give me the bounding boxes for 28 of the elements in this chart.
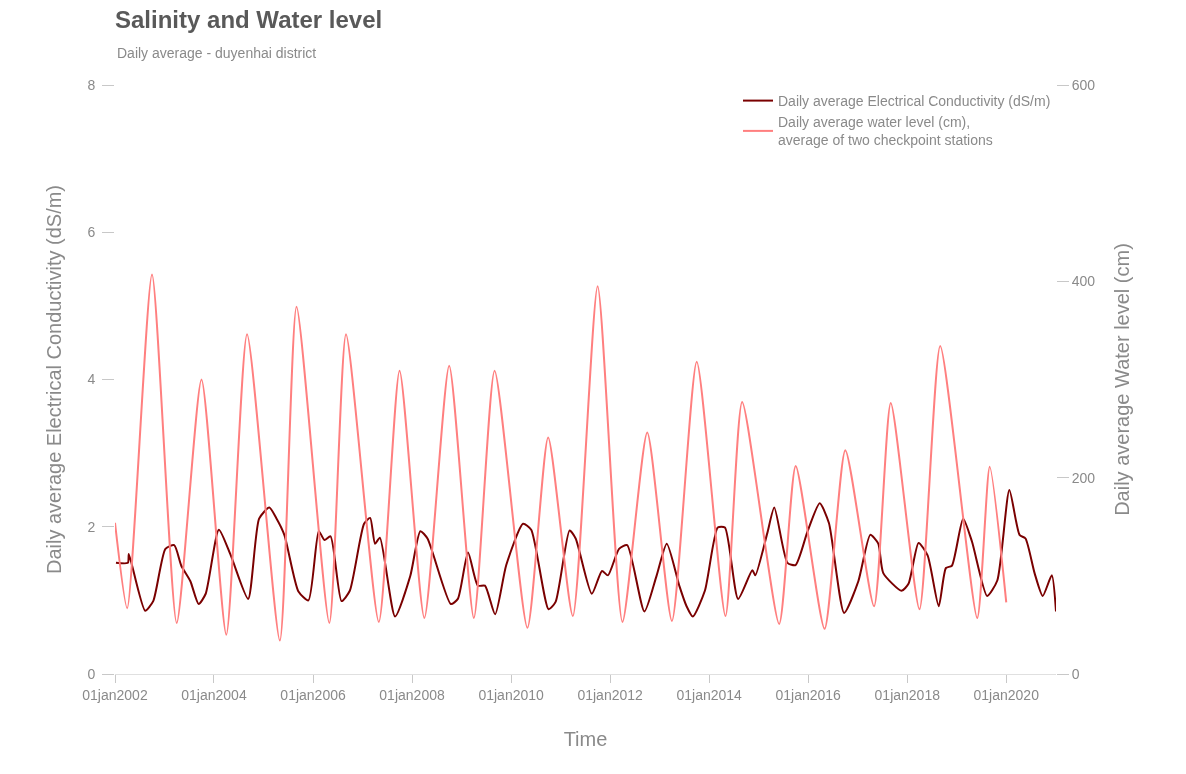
y-tick-label: 8	[87, 76, 100, 93]
chart-title: Salinity and Water level	[115, 6, 383, 34]
x-tick-label: 01jan2012	[577, 686, 644, 703]
legend-label: Daily average Electrical Conductivity (dS/m)	[778, 93, 1051, 110]
y2-tick-label: 200	[1071, 469, 1096, 486]
line-series	[115, 273, 1008, 642]
x-tick-label: 01jan2006	[280, 686, 346, 703]
y-axis-title: Daily average Electrical Conductivity (dS/m)	[43, 184, 66, 575]
x-tick-label: 01jan2016	[775, 686, 842, 703]
legend-label: Daily average water level (cm), average of two checkpoint stations	[778, 114, 993, 149]
x-tick-label: 01jan2002	[82, 686, 148, 703]
x-tick-label: 01jan2008	[379, 686, 445, 703]
x-tick-label: 01jan2010	[478, 686, 545, 703]
y-tick-label: 0	[87, 665, 100, 682]
y-tick-label: 4	[87, 371, 100, 388]
y2-tick-label: 0	[1071, 665, 1080, 682]
y-tick-label: 6	[87, 224, 100, 241]
x-axis-title: Time	[563, 728, 608, 751]
x-tick-label: 01jan2018	[874, 686, 941, 703]
chart-subtitle: Daily average - duyenhai district	[117, 45, 317, 61]
line-series	[115, 488, 1056, 618]
y2-tick-label: 400	[1071, 273, 1096, 290]
y-tick-label: 2	[87, 518, 100, 535]
y2-axis-title: Daily average Water level (cm)	[1110, 243, 1133, 516]
x-tick-label: 01jan2004	[181, 686, 247, 703]
y2-tick-label: 600	[1071, 76, 1096, 93]
x-tick-label: 01jan2014	[676, 686, 743, 703]
x-tick-label: 01jan2020	[973, 686, 1040, 703]
